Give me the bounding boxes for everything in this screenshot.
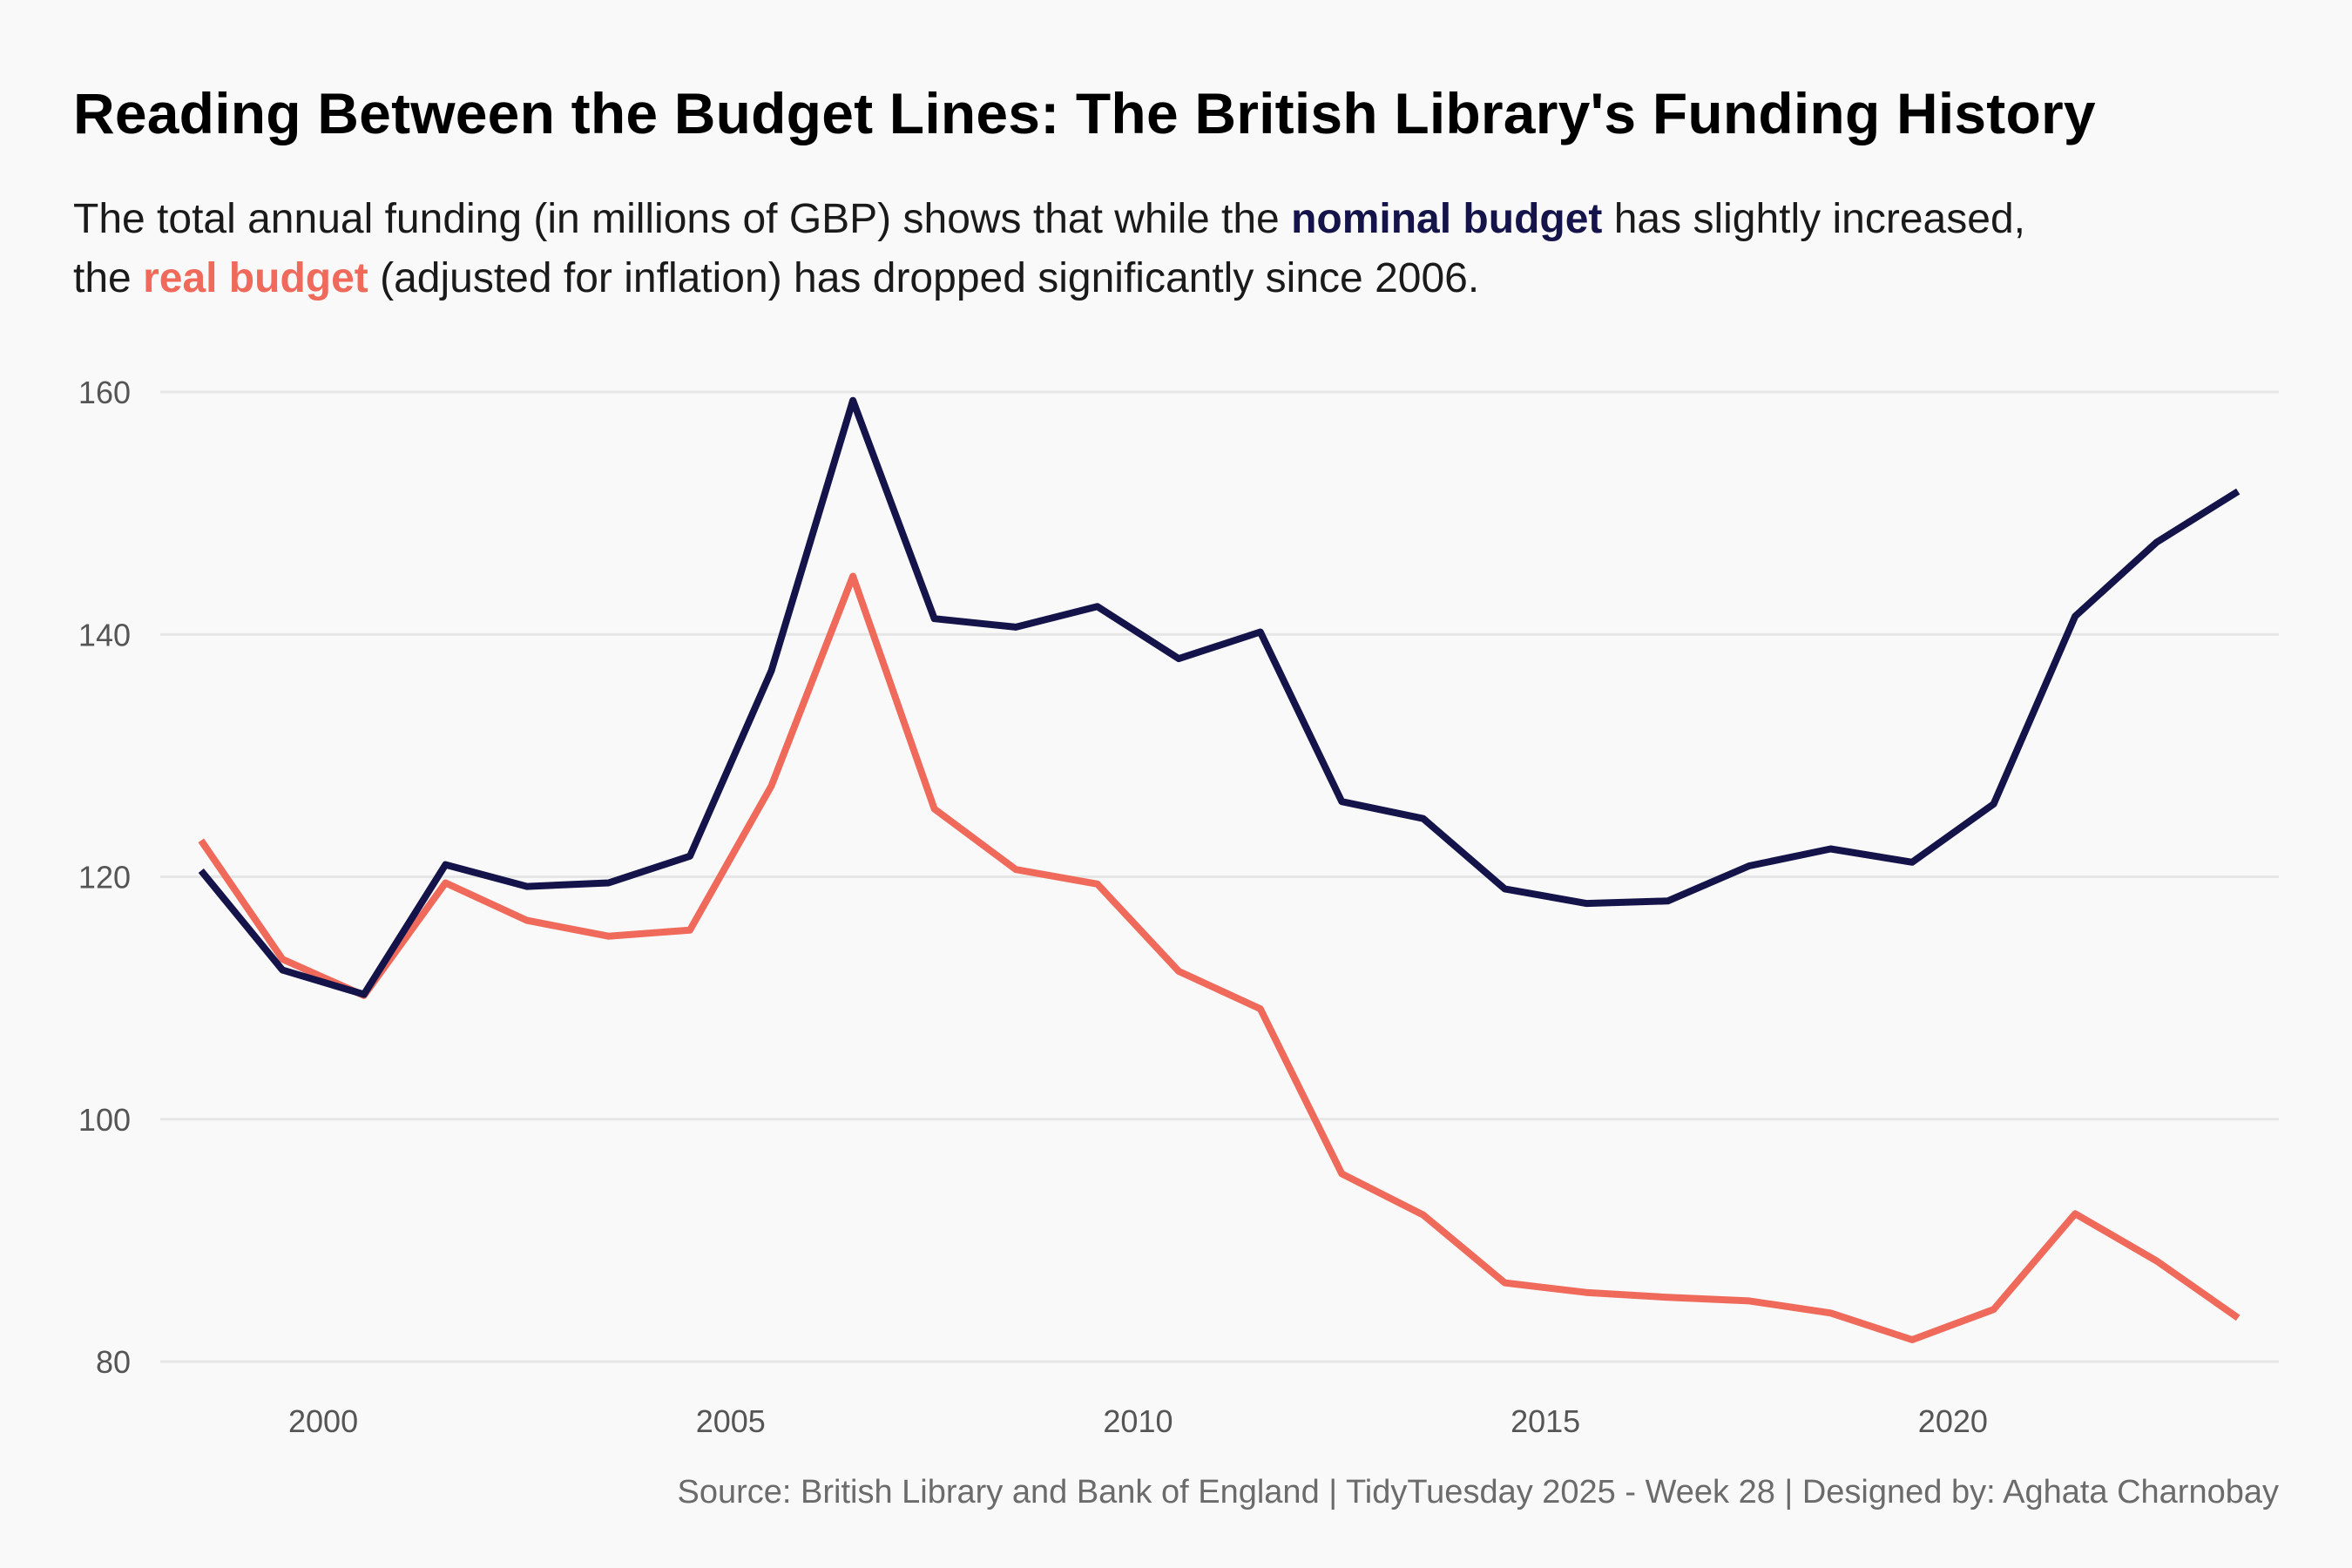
y-tick-label: 100 bbox=[78, 1102, 131, 1138]
nominal-budget-highlight: nominal budget bbox=[1291, 196, 1603, 242]
real-budget-line bbox=[198, 572, 2240, 1343]
subtitle-line2-pre: the bbox=[73, 255, 144, 301]
x-tick-label: 2000 bbox=[288, 1403, 358, 1439]
nominal-budget-line bbox=[198, 396, 2240, 998]
y-tick-label: 120 bbox=[78, 860, 131, 896]
y-tick-label: 140 bbox=[78, 617, 131, 652]
x-tick-label: 2005 bbox=[696, 1403, 766, 1439]
chart-subtitle: The total annual funding (in millions of… bbox=[73, 190, 2025, 308]
subtitle-line1-post: has slightly increased, bbox=[1602, 196, 2025, 242]
x-tick-label: 2015 bbox=[1511, 1403, 1580, 1439]
chart-title: Reading Between the Budget Lines: The Br… bbox=[73, 81, 2096, 145]
y-tick-label: 80 bbox=[96, 1344, 131, 1380]
y-tick-label: 160 bbox=[78, 375, 131, 410]
chart-caption: Source: British Library and Bank of Engl… bbox=[677, 1474, 2280, 1511]
subtitle-line2-post: (adjusted for inflation) has dropped sig… bbox=[368, 255, 1480, 301]
real-budget-highlight: real budget bbox=[143, 255, 368, 301]
x-tick-label: 2010 bbox=[1103, 1403, 1173, 1439]
subtitle-line1-pre: The total annual funding (in millions of… bbox=[73, 196, 1292, 242]
x-tick-label: 2020 bbox=[1918, 1403, 1988, 1439]
